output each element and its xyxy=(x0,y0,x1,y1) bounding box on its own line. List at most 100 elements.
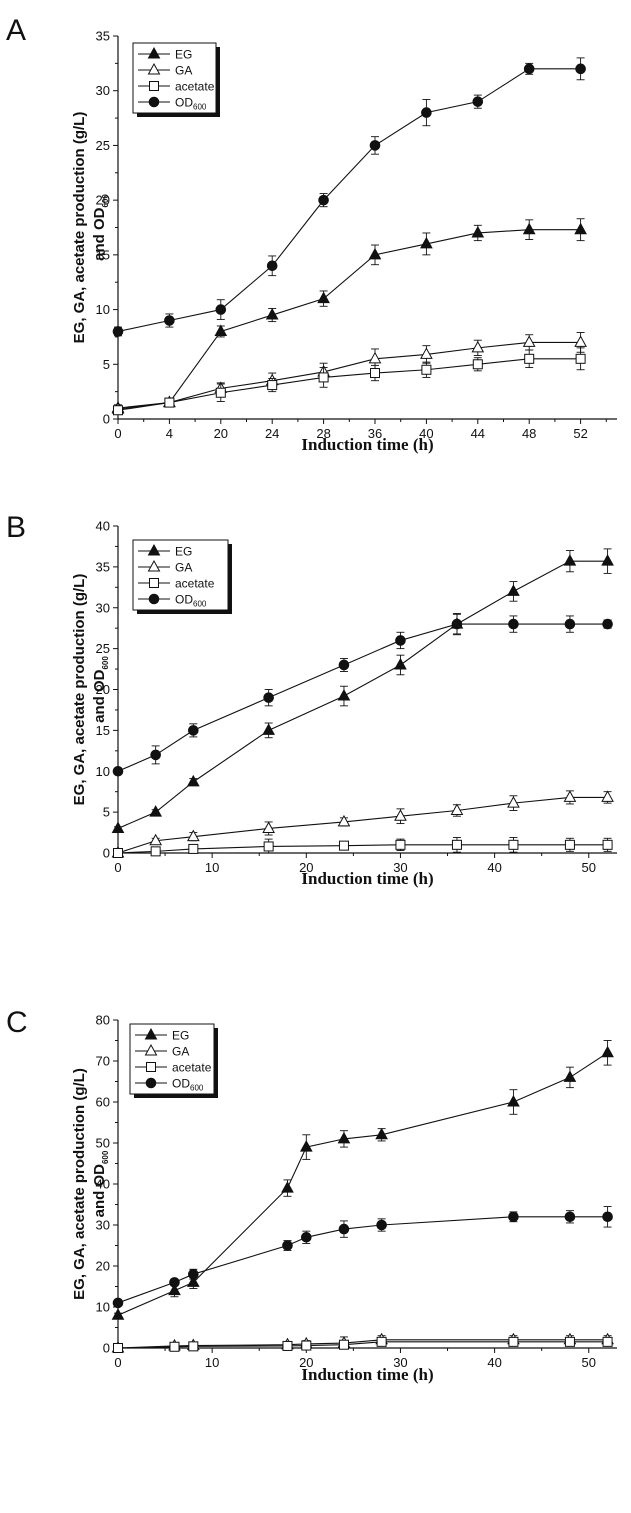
legend-label: EG xyxy=(172,1029,189,1043)
data-point xyxy=(338,1223,350,1235)
data-point xyxy=(376,1336,387,1347)
data-point xyxy=(168,1283,181,1296)
data-point xyxy=(522,222,536,235)
y-axis-label-line2: and OD600 xyxy=(91,656,110,723)
y-tick-label: 25 xyxy=(96,641,110,656)
data-point xyxy=(265,308,279,320)
data-point xyxy=(375,1127,388,1140)
y-axis-label: EG, GA, acetate production (g/L) xyxy=(71,112,88,344)
y-tick-label: 15 xyxy=(96,723,110,738)
data-point xyxy=(169,1341,180,1352)
data-point xyxy=(602,839,613,850)
legend-label-main: EG xyxy=(175,48,192,62)
data-point xyxy=(188,843,199,854)
data-point xyxy=(317,291,330,304)
data-point xyxy=(564,618,576,630)
series-acetate xyxy=(113,1336,613,1353)
data-point xyxy=(149,833,163,846)
data-point xyxy=(262,821,275,833)
data-point xyxy=(113,1343,123,1353)
data-point xyxy=(451,839,462,850)
data-point xyxy=(575,353,586,364)
data-point xyxy=(282,1340,293,1351)
x-tick-label: 40 xyxy=(419,426,433,441)
data-point xyxy=(186,829,200,842)
legend-marker xyxy=(148,96,160,108)
legend-label-main: EG xyxy=(172,1029,189,1043)
y-tick-label: 40 xyxy=(96,1177,110,1192)
legend-label-subscript: 600 xyxy=(193,600,207,609)
series-ga xyxy=(111,332,587,414)
legend-marker xyxy=(146,1062,156,1072)
data-point xyxy=(370,368,380,379)
y-tick-label: 20 xyxy=(96,682,110,697)
data-point xyxy=(301,1340,312,1351)
x-tick-label: 30 xyxy=(393,1355,407,1370)
y-tick-label: 0 xyxy=(103,1341,110,1356)
x-tick-label: 50 xyxy=(582,1355,596,1370)
x-tick-label: 0 xyxy=(114,860,121,875)
data-point xyxy=(267,380,278,391)
legend-label-main: acetate xyxy=(175,80,215,94)
legend-label: acetate xyxy=(175,80,215,94)
data-point xyxy=(601,554,614,566)
data-point xyxy=(564,839,575,850)
data-point xyxy=(574,222,587,235)
data-point xyxy=(188,1341,199,1352)
legend-label: OD600 xyxy=(175,96,207,112)
series-line xyxy=(117,68,581,332)
data-point xyxy=(169,1277,180,1288)
data-point xyxy=(395,839,406,850)
y-tick-label: 40 xyxy=(96,519,110,534)
data-point xyxy=(262,723,275,735)
series-eg xyxy=(111,548,614,833)
chart-panel-a: A 0 5 10 15 20 25 30 35 0 4 20 24 28 36 40 44 48 52 Inducti… xyxy=(6,14,617,454)
data-point xyxy=(574,335,587,347)
data-point xyxy=(394,809,407,821)
panel-letter: A xyxy=(6,14,26,47)
x-tick-label: 10 xyxy=(205,1355,219,1370)
x-axis-label: Induction time (h) xyxy=(301,869,433,888)
data-point xyxy=(112,326,124,337)
data-point xyxy=(337,814,351,827)
data-point xyxy=(395,635,406,646)
data-point xyxy=(301,1232,312,1243)
y-tick-label: 0 xyxy=(103,846,110,861)
series-line xyxy=(117,1339,608,1349)
series-line xyxy=(117,341,581,410)
legend-label: acetate xyxy=(175,577,215,591)
legend-label: EG xyxy=(175,48,192,62)
data-point xyxy=(394,657,407,670)
data-point xyxy=(522,335,536,347)
legend-label: EG xyxy=(175,545,192,559)
data-point xyxy=(282,1240,293,1251)
legend-marker xyxy=(147,46,161,59)
y-tick-label: 20 xyxy=(96,193,110,208)
data-point xyxy=(602,1211,613,1223)
legend-marker xyxy=(149,81,159,91)
legend-label-main: EG xyxy=(175,545,192,559)
legend-label-main: acetate xyxy=(175,577,215,591)
data-point xyxy=(113,405,123,416)
y-axis-label-main: and OD xyxy=(91,207,108,261)
chart-panel-c: C 0 10 20 30 40 50 60 70 80 0 10 20 30 40 50 Induction t… xyxy=(6,1006,617,1384)
data-point xyxy=(338,840,349,851)
data-point xyxy=(263,841,274,852)
data-point xyxy=(111,821,125,833)
y-tick-label: 35 xyxy=(96,559,110,574)
series-acetate xyxy=(113,347,586,416)
data-point xyxy=(564,1336,575,1347)
x-tick-label: 20 xyxy=(299,1355,313,1370)
data-point xyxy=(186,774,200,787)
series-line xyxy=(117,796,608,854)
y-tick-label: 50 xyxy=(96,1136,110,1151)
data-point xyxy=(524,353,535,364)
legend-label-subscript: 600 xyxy=(193,103,207,112)
data-point xyxy=(281,1181,294,1193)
y-tick-label: 5 xyxy=(103,357,110,372)
y-tick-label: 80 xyxy=(96,1013,110,1028)
legend: EG GA acetate OD600 xyxy=(132,42,220,117)
panel-letter: B xyxy=(6,511,26,544)
legend-marker xyxy=(147,559,161,572)
data-point xyxy=(420,347,433,359)
